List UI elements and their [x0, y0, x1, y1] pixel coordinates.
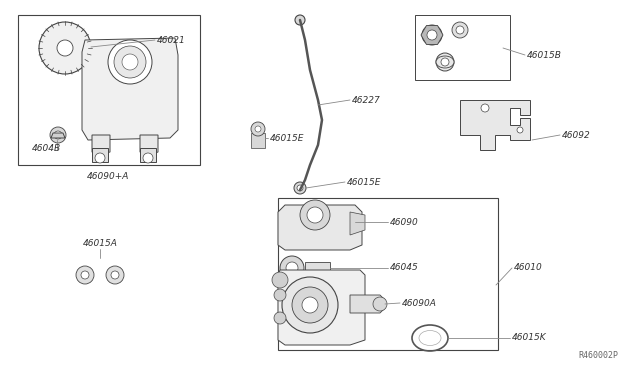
Polygon shape	[92, 148, 108, 162]
Circle shape	[427, 30, 437, 40]
Circle shape	[76, 266, 94, 284]
Text: 46015B: 46015B	[527, 51, 562, 60]
Circle shape	[114, 46, 146, 78]
Text: 46021: 46021	[157, 35, 186, 45]
Circle shape	[517, 127, 523, 133]
Bar	[278, 198, 498, 350]
Polygon shape	[350, 212, 365, 235]
Circle shape	[251, 122, 265, 136]
Circle shape	[436, 53, 454, 71]
Circle shape	[143, 153, 153, 163]
Polygon shape	[82, 38, 178, 140]
Circle shape	[294, 182, 306, 194]
Text: 46090A: 46090A	[402, 298, 437, 308]
Circle shape	[427, 30, 437, 40]
Polygon shape	[51, 133, 65, 138]
Circle shape	[54, 131, 62, 139]
Circle shape	[422, 25, 442, 45]
Circle shape	[50, 127, 66, 143]
Ellipse shape	[436, 56, 454, 68]
Text: 46015A: 46015A	[83, 239, 117, 248]
Circle shape	[39, 22, 91, 74]
Circle shape	[286, 262, 298, 274]
Polygon shape	[140, 148, 156, 162]
Polygon shape	[305, 262, 330, 274]
Polygon shape	[251, 133, 265, 148]
Polygon shape	[460, 100, 530, 150]
Text: R460002P: R460002P	[578, 351, 618, 360]
Circle shape	[295, 15, 305, 25]
Circle shape	[106, 266, 124, 284]
Text: 46015E: 46015E	[270, 134, 305, 142]
Circle shape	[274, 289, 286, 301]
Circle shape	[441, 58, 449, 66]
Circle shape	[292, 287, 328, 323]
Circle shape	[297, 185, 303, 191]
Circle shape	[307, 207, 323, 223]
Circle shape	[441, 58, 449, 66]
Bar	[415, 15, 510, 80]
Text: 46015E: 46015E	[347, 177, 381, 186]
Circle shape	[481, 104, 489, 112]
Circle shape	[300, 200, 330, 230]
Polygon shape	[278, 270, 365, 345]
Circle shape	[57, 40, 73, 56]
Text: 46010: 46010	[514, 263, 543, 273]
Text: 46090+A: 46090+A	[87, 172, 129, 181]
Circle shape	[81, 271, 89, 279]
Circle shape	[272, 272, 288, 288]
Polygon shape	[350, 295, 385, 313]
Polygon shape	[140, 135, 158, 155]
Circle shape	[122, 54, 138, 70]
Text: 46092: 46092	[562, 131, 591, 140]
Text: 4604B: 4604B	[32, 144, 61, 153]
Circle shape	[373, 297, 387, 311]
Circle shape	[280, 256, 304, 280]
Text: 46045: 46045	[390, 263, 419, 273]
Bar	[18, 15, 200, 165]
Text: 46090: 46090	[390, 218, 419, 227]
Circle shape	[282, 277, 338, 333]
Text: 46015K: 46015K	[512, 334, 547, 343]
Circle shape	[111, 271, 119, 279]
Polygon shape	[278, 205, 362, 250]
Circle shape	[95, 153, 105, 163]
Circle shape	[255, 126, 261, 132]
Circle shape	[302, 297, 318, 313]
Text: 46227: 46227	[352, 96, 381, 105]
Polygon shape	[92, 135, 110, 155]
Circle shape	[456, 26, 464, 34]
Circle shape	[108, 40, 152, 84]
Circle shape	[452, 22, 468, 38]
Polygon shape	[421, 25, 443, 45]
Circle shape	[274, 312, 286, 324]
